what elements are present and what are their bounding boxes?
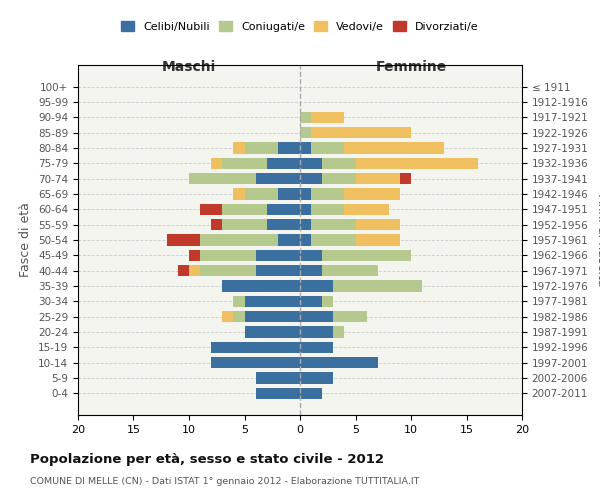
Bar bbox=[278, 142, 300, 154]
Bar bbox=[300, 158, 322, 169]
Bar bbox=[322, 158, 355, 169]
Bar bbox=[311, 142, 344, 154]
Bar bbox=[211, 219, 222, 230]
Bar bbox=[311, 112, 344, 123]
Bar bbox=[245, 296, 300, 307]
Bar bbox=[311, 127, 411, 138]
Bar bbox=[344, 188, 400, 200]
Bar bbox=[256, 265, 300, 276]
Bar bbox=[266, 219, 300, 230]
Bar bbox=[278, 234, 300, 246]
Bar bbox=[300, 250, 322, 261]
Bar bbox=[256, 388, 300, 399]
Bar bbox=[222, 311, 233, 322]
Bar bbox=[245, 326, 300, 338]
Bar bbox=[233, 188, 245, 200]
Bar bbox=[211, 342, 300, 353]
Text: COMUNE DI MELLE (CN) - Dati ISTAT 1° gennaio 2012 - Elaborazione TUTTITALIA.IT: COMUNE DI MELLE (CN) - Dati ISTAT 1° gen… bbox=[30, 478, 419, 486]
Bar bbox=[245, 142, 278, 154]
Bar bbox=[256, 250, 300, 261]
Bar bbox=[300, 112, 311, 123]
Bar bbox=[233, 296, 245, 307]
Bar bbox=[300, 188, 311, 200]
Bar bbox=[355, 219, 400, 230]
Bar bbox=[300, 357, 378, 368]
Bar bbox=[300, 280, 334, 292]
Bar bbox=[344, 142, 444, 154]
Bar bbox=[300, 265, 322, 276]
Bar bbox=[245, 311, 300, 322]
Bar bbox=[300, 173, 322, 184]
Bar bbox=[300, 142, 311, 154]
Bar bbox=[355, 173, 400, 184]
Bar bbox=[300, 219, 311, 230]
Bar bbox=[245, 188, 278, 200]
Bar bbox=[256, 372, 300, 384]
Bar bbox=[233, 311, 245, 322]
Bar bbox=[222, 280, 300, 292]
Bar bbox=[322, 296, 334, 307]
Bar bbox=[322, 173, 355, 184]
Bar bbox=[300, 204, 311, 215]
Bar bbox=[178, 265, 189, 276]
Bar bbox=[355, 158, 478, 169]
Bar bbox=[311, 188, 344, 200]
Text: Popolazione per età, sesso e stato civile - 2012: Popolazione per età, sesso e stato civil… bbox=[30, 452, 384, 466]
Bar bbox=[233, 142, 245, 154]
Bar bbox=[200, 265, 256, 276]
Bar bbox=[222, 219, 266, 230]
Bar bbox=[189, 173, 256, 184]
Bar bbox=[300, 311, 334, 322]
Bar bbox=[300, 296, 322, 307]
Bar bbox=[322, 250, 411, 261]
Bar bbox=[344, 204, 389, 215]
Y-axis label: Anni di nascita: Anni di nascita bbox=[595, 194, 600, 286]
Text: Maschi: Maschi bbox=[162, 60, 216, 74]
Bar bbox=[211, 158, 222, 169]
Bar bbox=[167, 234, 200, 246]
Bar bbox=[222, 204, 266, 215]
Bar bbox=[189, 250, 200, 261]
Bar bbox=[300, 234, 311, 246]
Bar bbox=[200, 204, 222, 215]
Bar bbox=[200, 234, 278, 246]
Bar bbox=[266, 204, 300, 215]
Bar bbox=[311, 234, 355, 246]
Bar bbox=[355, 234, 400, 246]
Bar bbox=[334, 326, 344, 338]
Y-axis label: Fasce di età: Fasce di età bbox=[19, 202, 32, 278]
Bar bbox=[211, 357, 300, 368]
Bar bbox=[334, 280, 422, 292]
Bar bbox=[300, 388, 322, 399]
Bar bbox=[266, 158, 300, 169]
Bar bbox=[189, 265, 200, 276]
Bar bbox=[300, 326, 334, 338]
Text: Femmine: Femmine bbox=[376, 60, 446, 74]
Bar bbox=[300, 372, 334, 384]
Bar bbox=[400, 173, 411, 184]
Bar bbox=[300, 342, 334, 353]
Bar bbox=[222, 158, 266, 169]
Bar bbox=[311, 204, 344, 215]
Bar bbox=[300, 127, 311, 138]
Legend: Celibi/Nubili, Coniugati/e, Vedovi/e, Divorziati/e: Celibi/Nubili, Coniugati/e, Vedovi/e, Di… bbox=[118, 18, 482, 36]
Bar bbox=[256, 173, 300, 184]
Bar bbox=[322, 265, 378, 276]
Bar bbox=[278, 188, 300, 200]
Bar bbox=[334, 311, 367, 322]
Bar bbox=[200, 250, 256, 261]
Bar bbox=[311, 219, 355, 230]
